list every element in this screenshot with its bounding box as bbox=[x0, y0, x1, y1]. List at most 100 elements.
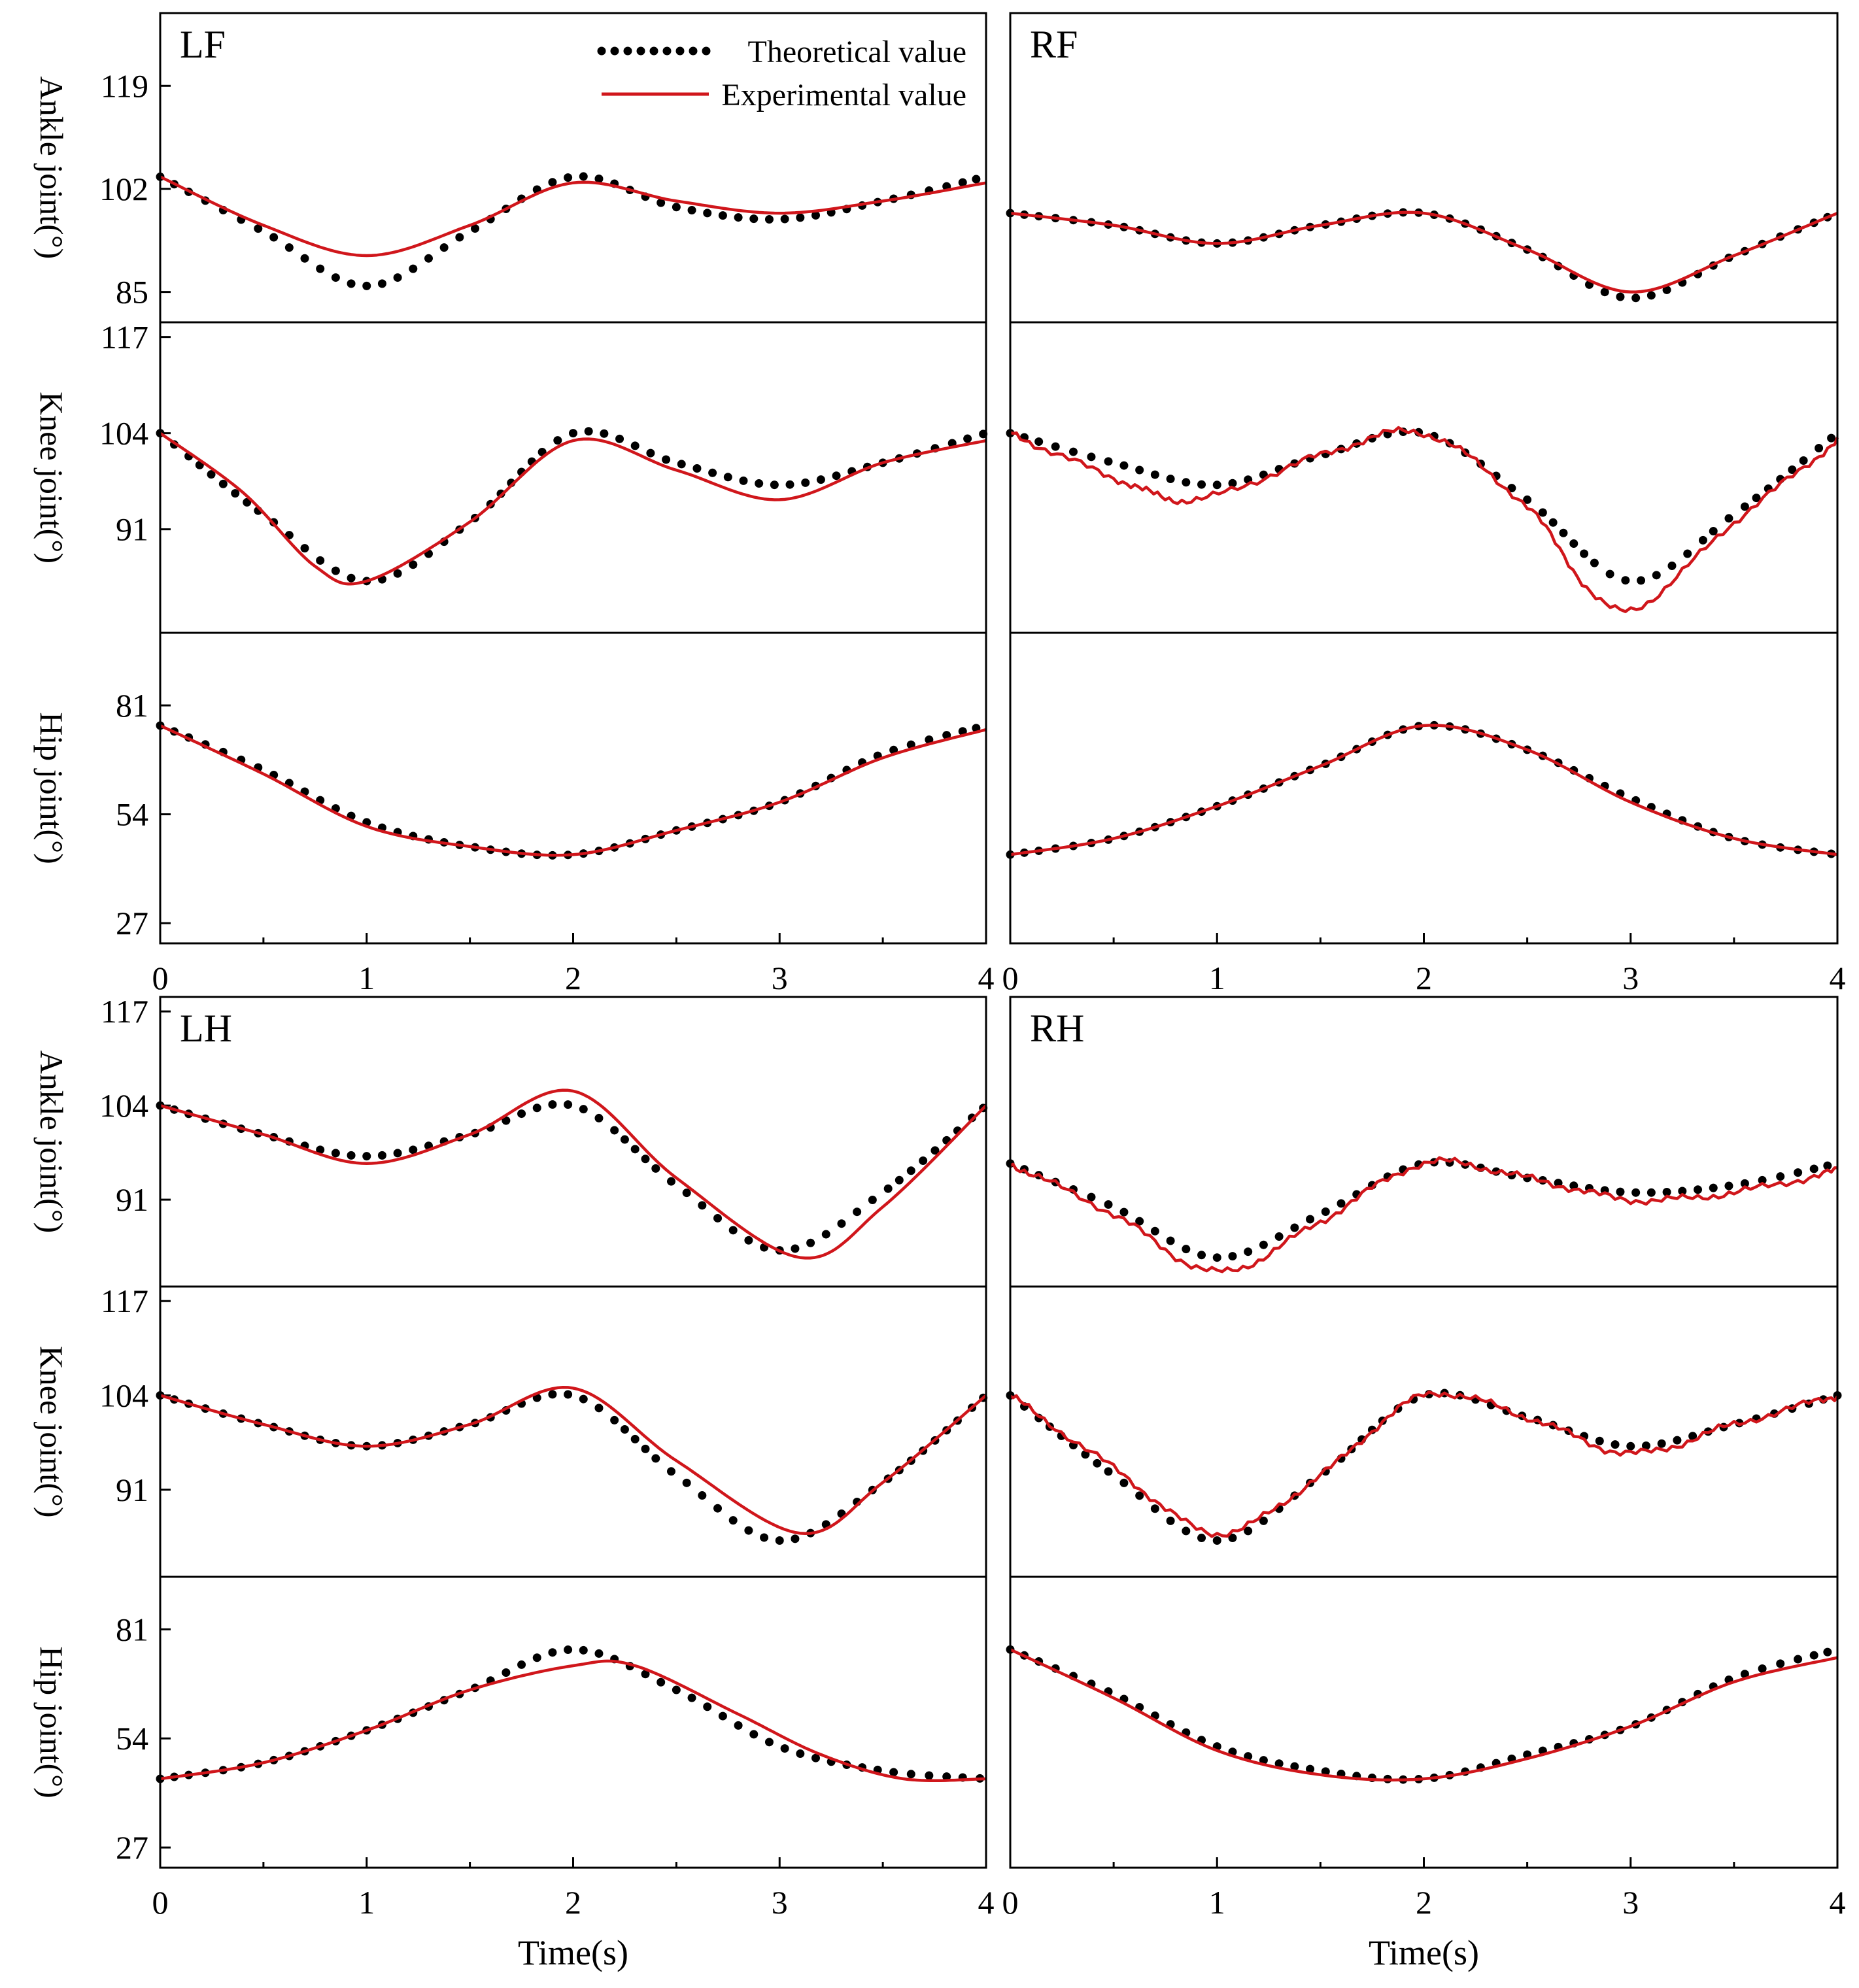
x-tick-label: 0 bbox=[152, 1884, 169, 1921]
x-tick-label: 1 bbox=[358, 960, 375, 996]
theoretical-point bbox=[1688, 1432, 1697, 1441]
theoretical-series bbox=[1006, 720, 1836, 859]
theoretical-point bbox=[739, 476, 748, 485]
theoretical-point bbox=[1794, 1168, 1803, 1177]
theoretical-point bbox=[553, 436, 562, 445]
theoretical-point bbox=[1119, 1478, 1129, 1487]
theoretical-point bbox=[1788, 465, 1797, 474]
x-tick-label: 2 bbox=[1416, 960, 1432, 996]
x-tick-label: 1 bbox=[358, 1884, 375, 1921]
theoretical-point bbox=[579, 172, 588, 181]
y-tick-label: 102 bbox=[99, 171, 148, 207]
theoretical-point bbox=[1631, 294, 1641, 303]
y-axis-title: Hip joint(°) bbox=[33, 1646, 70, 1798]
theoretical-point bbox=[331, 273, 340, 282]
theoretical-point bbox=[1321, 1767, 1330, 1776]
x-tick-label: 3 bbox=[772, 960, 788, 996]
y-tick-label: 104 bbox=[99, 1377, 148, 1414]
theoretical-point bbox=[610, 1126, 619, 1135]
y-tick-label: 54 bbox=[116, 796, 148, 833]
theoretical-point bbox=[806, 1238, 815, 1247]
theoretical-point bbox=[1290, 1762, 1299, 1771]
theoretical-point bbox=[682, 1478, 691, 1487]
theoretical-point bbox=[1616, 1187, 1625, 1196]
theoretical-point bbox=[502, 1668, 511, 1677]
theoretical-point bbox=[584, 427, 593, 436]
theoretical-point bbox=[1698, 535, 1707, 545]
theoretical-point bbox=[1135, 1217, 1144, 1226]
y-tick-label: 27 bbox=[116, 1829, 148, 1866]
theoretical-point bbox=[409, 264, 418, 273]
theoretical-point bbox=[1150, 1226, 1159, 1236]
theoretical-point bbox=[1621, 576, 1630, 585]
theoretical-point bbox=[785, 480, 794, 489]
theoretical-point bbox=[692, 463, 702, 473]
theoretical-point bbox=[1662, 285, 1671, 294]
theoretical-point bbox=[1580, 549, 1589, 558]
subplot-frame bbox=[1009, 321, 1839, 634]
panel-label-rh: RH bbox=[1030, 1007, 1084, 1050]
x-tick-label: 2 bbox=[565, 960, 581, 996]
experimental-series bbox=[160, 1659, 987, 1783]
theoretical-point bbox=[548, 178, 557, 187]
theoretical-point bbox=[728, 1516, 738, 1525]
x-tick-label: 4 bbox=[1830, 1884, 1846, 1921]
x-tick-label: 4 bbox=[978, 960, 995, 996]
y-tick-label: 119 bbox=[101, 67, 148, 104]
theoretical-point bbox=[569, 429, 577, 438]
theoretical-point bbox=[502, 1116, 511, 1125]
theoretical-point bbox=[662, 455, 671, 464]
theoretical-point bbox=[703, 209, 712, 218]
subplot-frame bbox=[159, 1285, 987, 1578]
y-tick-label: 54 bbox=[116, 1720, 148, 1757]
subplot-frame bbox=[1009, 12, 1839, 324]
theoretical-point bbox=[791, 1244, 800, 1253]
theoretical-point bbox=[1321, 1207, 1330, 1217]
theoretical-point bbox=[657, 198, 666, 207]
theoretical-point bbox=[1724, 514, 1733, 523]
theoretical-point bbox=[409, 1145, 418, 1154]
x-tick-label: 3 bbox=[772, 1884, 788, 1921]
theoretical-point bbox=[1538, 508, 1547, 517]
x-tick-label: 2 bbox=[1416, 1884, 1432, 1921]
x-tick-label: 0 bbox=[1002, 960, 1019, 996]
legend-theoretical-swatch bbox=[702, 46, 711, 56]
theoretical-point bbox=[1182, 478, 1191, 487]
theoretical-point bbox=[682, 1188, 691, 1198]
theoretical-point bbox=[657, 1677, 666, 1687]
theoretical-point bbox=[764, 1738, 774, 1747]
subplot-frame bbox=[159, 632, 987, 945]
theoretical-point bbox=[594, 175, 604, 184]
y-axis-title: Hip joint(°) bbox=[33, 712, 70, 864]
theoretical-point bbox=[1119, 461, 1129, 470]
theoretical-point bbox=[579, 1105, 588, 1114]
theoretical-point bbox=[1616, 292, 1625, 301]
theoretical-point bbox=[1150, 470, 1159, 479]
theoretical-point bbox=[734, 1721, 743, 1730]
theoretical-point bbox=[1548, 518, 1558, 527]
theoretical-point bbox=[610, 1415, 619, 1424]
subplot-frame bbox=[1009, 1575, 1839, 1869]
theoretical-point bbox=[718, 211, 727, 220]
theoretical-point bbox=[362, 281, 371, 290]
theoretical-series bbox=[1006, 1158, 1832, 1262]
theoretical-point bbox=[1758, 1664, 1767, 1674]
y-axis-title: Ankle joint(°) bbox=[33, 1051, 70, 1234]
theoretical-point bbox=[1274, 1232, 1284, 1241]
theoretical-point bbox=[564, 1100, 573, 1109]
theoretical-point bbox=[1694, 1185, 1703, 1194]
y-tick-label: 81 bbox=[116, 1611, 148, 1647]
theoretical-point bbox=[868, 1196, 877, 1205]
theoretical-point bbox=[284, 243, 294, 252]
theoretical-point bbox=[1776, 1172, 1785, 1181]
y-axis-title: Knee joint(°) bbox=[33, 392, 70, 564]
theoretical-point bbox=[1646, 1188, 1656, 1197]
theoretical-point bbox=[1667, 561, 1677, 570]
theoretical-point bbox=[1673, 1436, 1682, 1445]
y-tick-label: 117 bbox=[101, 1283, 148, 1319]
legend-theoretical-swatch bbox=[649, 46, 658, 56]
theoretical-point bbox=[300, 544, 309, 553]
theoretical-point bbox=[906, 740, 915, 749]
theoretical-point bbox=[1166, 1516, 1175, 1525]
